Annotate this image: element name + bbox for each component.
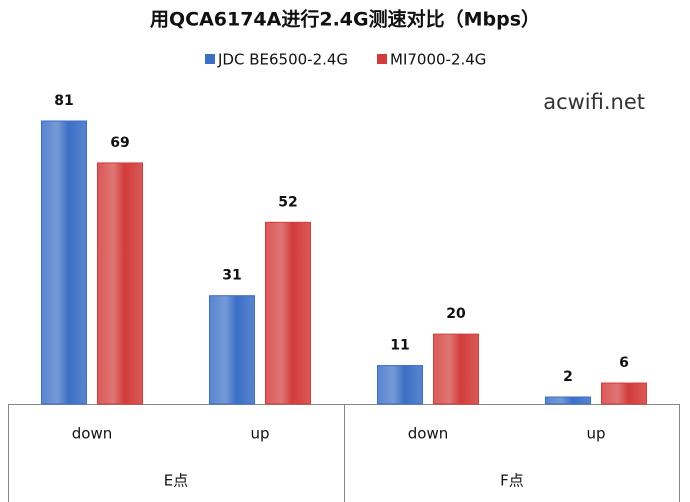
- bar: [377, 365, 423, 405]
- value-label: 69: [110, 135, 129, 151]
- x-tick-label: up: [250, 425, 269, 443]
- bar: [265, 221, 311, 405]
- chart-title: 用QCA6174A进行2.4G测速对比（Mbps）: [150, 8, 540, 31]
- category-frame: [8, 404, 680, 502]
- value-label: 6: [619, 355, 629, 371]
- bar: [41, 120, 87, 405]
- x-tick-label: down: [408, 425, 448, 443]
- bar: [209, 295, 255, 405]
- value-label: 31: [222, 268, 241, 284]
- value-label: 20: [446, 306, 466, 322]
- value-label: 11: [390, 338, 409, 354]
- legend-swatch: [377, 54, 387, 64]
- bar: [601, 382, 647, 405]
- group-label: F点: [500, 472, 524, 490]
- bar: [433, 333, 479, 405]
- group-label: E点: [164, 472, 188, 490]
- value-label: 2: [563, 369, 573, 385]
- legend-swatch: [205, 54, 215, 64]
- x-tick-label: up: [586, 425, 605, 443]
- x-tick-label: down: [72, 425, 112, 443]
- bar: [545, 396, 591, 405]
- value-label: 81: [54, 93, 73, 109]
- bar: [97, 162, 143, 405]
- legend-label: JDC BE6500-2.4G: [217, 51, 348, 69]
- value-label: 52: [278, 194, 297, 210]
- legend-label: MI7000-2.4G: [390, 51, 486, 69]
- watermark: acwifi.net: [543, 90, 645, 114]
